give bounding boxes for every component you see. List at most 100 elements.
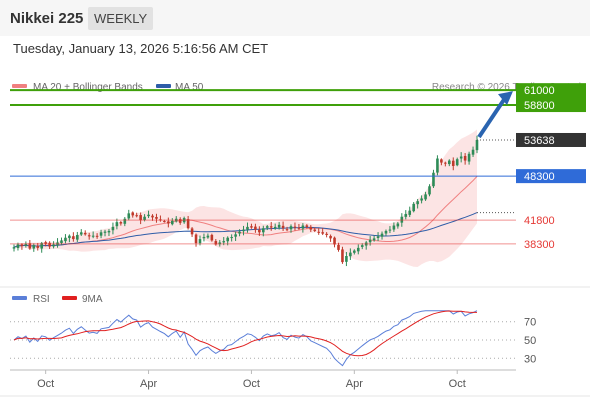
candle-body [194, 234, 198, 244]
candle-body [186, 219, 190, 229]
candle-body [313, 229, 317, 231]
current-price-box [516, 132, 586, 147]
candle-body [333, 237, 336, 245]
candle-body [455, 159, 459, 166]
candle-body [40, 243, 44, 249]
target-label-58800: 58800 [524, 100, 555, 112]
rsi-ma-legend-swatch [62, 296, 77, 300]
candle-body [147, 214, 150, 217]
candle-body [99, 232, 103, 236]
candle-body [254, 226, 257, 230]
candle-body [167, 221, 170, 224]
candle-body [68, 235, 71, 239]
period-selector[interactable]: WEEKLY [88, 7, 154, 30]
candle-body [143, 216, 146, 220]
candle-body [72, 236, 75, 240]
candle-body [281, 225, 285, 229]
candle-body [471, 149, 475, 155]
target-label-61000: 61000 [524, 85, 555, 97]
candle-body [432, 172, 435, 187]
candle-body [451, 160, 455, 166]
candle-body [202, 237, 206, 239]
candle-body [238, 231, 241, 234]
candle-body [396, 223, 400, 227]
x-tick-label-3: Apr [346, 378, 363, 390]
candle-body [301, 225, 305, 229]
candle-body [412, 203, 415, 212]
bollinger-band [14, 129, 477, 267]
candle-body [467, 153, 471, 162]
support-label-41800: 41800 [524, 215, 555, 227]
pivot-label: 48300 [524, 171, 555, 183]
candle-body [424, 194, 427, 200]
candle-body [463, 155, 467, 161]
candle-body [372, 238, 376, 241]
price-levels: 53638 48300 41800 38300 61000 58800 [10, 83, 586, 251]
rsi-pane: 70 50 30 [10, 310, 536, 367]
candle-body [48, 242, 51, 247]
candle-body [24, 243, 28, 246]
candle-body [436, 158, 439, 173]
candle-body [76, 235, 79, 240]
candle-body [356, 247, 360, 252]
candle-body [360, 245, 364, 247]
candle-body [16, 244, 20, 248]
candle-body [459, 156, 463, 159]
candle-body [444, 162, 447, 164]
candle-body [277, 224, 281, 228]
candle-body [20, 244, 24, 246]
target-label-box [516, 83, 586, 113]
candle-body [317, 231, 321, 233]
candle-body [178, 219, 182, 223]
candle-body [341, 249, 344, 263]
candle-body [222, 241, 226, 243]
candle-body [337, 244, 340, 250]
rsi-legend-label: RSI [33, 294, 50, 305]
candle-body [210, 234, 214, 241]
candle-body [345, 256, 348, 262]
instrument-title: Nikkei 225 [10, 10, 84, 27]
forecast-arrow-head [498, 91, 513, 106]
candle-body [79, 232, 83, 235]
candle-body [309, 226, 313, 230]
candle-body [440, 159, 443, 163]
candle-body [250, 226, 253, 228]
x-tick-label-1: Apr [140, 378, 157, 390]
candle-body [305, 225, 309, 227]
candle-body [131, 212, 135, 216]
moving-averages [13, 176, 478, 248]
candle-body [87, 235, 91, 237]
bollinger-band-fill [14, 129, 477, 267]
candle-body [273, 226, 277, 229]
x-tick-label-2: Oct [243, 378, 260, 390]
x-tick-label-0: Oct [37, 378, 54, 390]
candle-body [269, 226, 273, 228]
ma50-line [13, 212, 478, 248]
candle-body [44, 242, 47, 244]
candle-body [447, 160, 451, 165]
candle-body [285, 229, 289, 231]
candle-body [111, 226, 115, 231]
candle-body [127, 213, 131, 219]
timestamp: Tuesday, January 13, 2026 5:16:56 AM CET [13, 41, 269, 56]
candle-body [60, 240, 63, 244]
candle-body [83, 232, 87, 235]
ma50-legend-label: MA 50 [175, 82, 204, 93]
candle-body [230, 237, 233, 239]
candle-body [206, 235, 210, 238]
candle-body [404, 214, 408, 217]
current-price-label: 53638 [524, 135, 555, 147]
candle-body [265, 226, 269, 228]
candle-body [258, 229, 261, 233]
candle-body [353, 250, 356, 253]
candle-body [234, 234, 237, 237]
candle-body [368, 239, 372, 243]
ma50-legend-swatch [156, 84, 171, 88]
candle-body [103, 231, 107, 233]
rsi-tick-70: 70 [524, 317, 536, 329]
candle-body [139, 215, 142, 221]
pivot-label-box [516, 169, 586, 184]
candle-body [190, 228, 194, 235]
candle-body [329, 235, 332, 239]
